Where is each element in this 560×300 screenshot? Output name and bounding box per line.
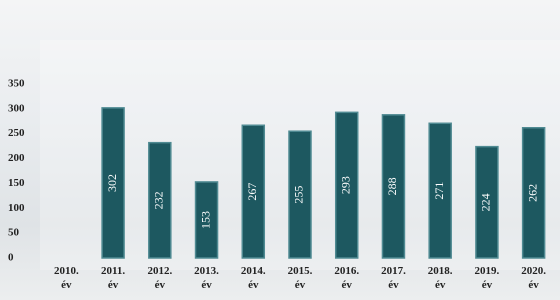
x-tick-label: 2011. év — [95, 264, 131, 292]
y-tick-label: 200 — [8, 152, 25, 164]
value-label: 262 — [525, 184, 539, 202]
x-tick-label: 2019. év — [469, 264, 505, 292]
value-label: 224 — [479, 193, 493, 211]
value-label: 293 — [338, 176, 352, 194]
y-tick-label: 50 — [8, 227, 20, 239]
x-tick-label: 2010. év — [48, 264, 84, 292]
x-tick-label: 2012. év — [142, 264, 178, 292]
value-label: 267 — [245, 183, 259, 201]
y-tick-label: 150 — [8, 177, 25, 189]
x-tick-label: 2020. év — [516, 264, 552, 292]
y-tick-label: 350 — [8, 78, 25, 90]
x-tick-label: 2018. év — [422, 264, 458, 292]
value-label: 153 — [198, 211, 212, 229]
value-label: 288 — [385, 177, 399, 195]
y-tick-label: 100 — [8, 202, 25, 214]
value-label: 271 — [432, 182, 446, 200]
value-label: 255 — [292, 186, 306, 204]
y-tick-label: 250 — [8, 127, 25, 139]
x-tick-label: 2016. év — [329, 264, 365, 292]
y-tick-label: 0 — [8, 252, 14, 264]
chart-svg: 0 50 100 150 200 250 300 350 302 232 153 267 255 293 2… — [0, 0, 560, 300]
x-tick-label: 2013. év — [189, 264, 225, 292]
x-tick-label: 2017. év — [375, 264, 411, 292]
chart: 0 50 100 150 200 250 300 350 302 232 153 267 255 293 2… — [0, 0, 560, 300]
x-tick-label: 2014. év — [235, 264, 271, 292]
y-tick-label: 300 — [8, 102, 25, 114]
value-label: 302 — [105, 174, 119, 192]
x-tick-label: 2015. év — [282, 264, 318, 292]
value-label: 232 — [152, 191, 166, 209]
